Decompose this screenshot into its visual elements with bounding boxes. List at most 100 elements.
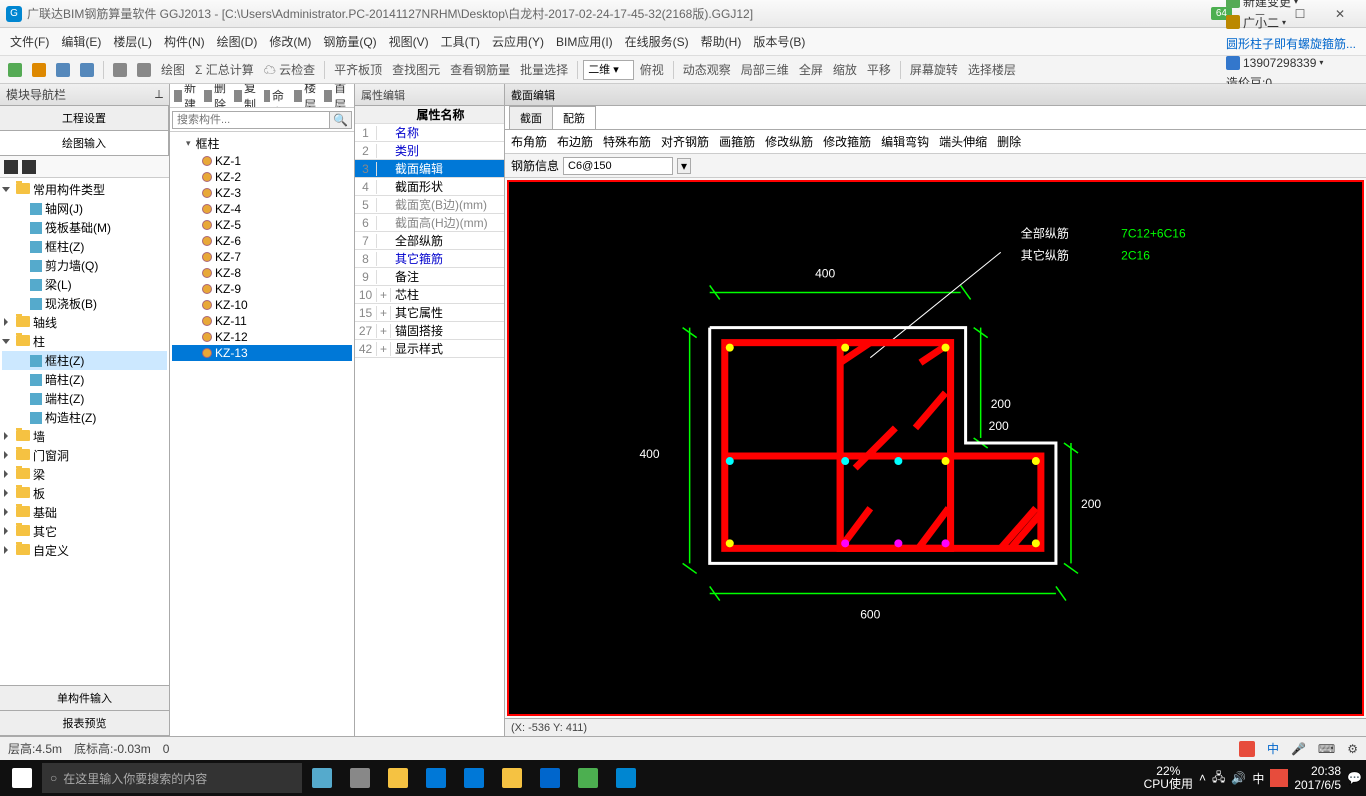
mid-tool[interactable]: 重命名 (264, 84, 290, 108)
canvas-tool[interactable]: 修改箍筋 (823, 133, 871, 150)
tree-node[interactable]: 门窗洞 (2, 446, 167, 465)
prop-row[interactable]: 7全部纵筋 (355, 232, 504, 250)
tab-section[interactable]: 截面 (509, 106, 553, 129)
toolbar-button[interactable]: 查看钢筋量 (446, 58, 514, 81)
mid-tool[interactable]: 新建 (174, 84, 200, 108)
tree-leaf[interactable]: 暗柱(Z) (2, 370, 167, 389)
task-icon[interactable] (380, 762, 416, 794)
toolbar-button[interactable]: 缩放 (829, 58, 861, 81)
tab-single-component[interactable]: 单构件输入 (0, 686, 169, 711)
comp-item[interactable]: KZ-7 (172, 249, 352, 265)
prop-row[interactable]: 5截面宽(B边)(mm) (355, 196, 504, 214)
tab-project-settings[interactable]: 工程设置 (0, 106, 169, 130)
tree-leaf[interactable]: 框柱(Z) (2, 237, 167, 256)
prop-row[interactable]: 6截面高(H边)(mm) (355, 214, 504, 232)
mid-tool[interactable]: 首层 (324, 84, 350, 108)
menu-item[interactable]: 构件(N) (158, 31, 211, 53)
canvas-tool[interactable]: 编辑弯钩 (881, 133, 929, 150)
comp-item[interactable]: KZ-11 (172, 313, 352, 329)
prop-row[interactable]: 10+芯柱 (355, 286, 504, 304)
task-icon[interactable] (342, 762, 378, 794)
menu-item[interactable]: 云应用(Y) (486, 31, 550, 53)
tree-leaf[interactable]: 梁(L) (2, 275, 167, 294)
toolbar-button[interactable] (28, 60, 50, 80)
comp-item[interactable]: KZ-8 (172, 265, 352, 281)
canvas-tool[interactable]: 修改纵筋 (765, 133, 813, 150)
tool-icon[interactable] (4, 160, 18, 174)
tab-rebar[interactable]: 配筋 (552, 106, 596, 129)
task-icon[interactable] (570, 762, 606, 794)
tree-node[interactable]: 梁 (2, 465, 167, 484)
menu-item[interactable]: 视图(V) (383, 31, 435, 53)
toolbar-button[interactable]: 全屏 (795, 58, 827, 81)
prop-row[interactable]: 15+其它属性 (355, 304, 504, 322)
tree-leaf[interactable]: 剪力墙(Q) (2, 256, 167, 275)
task-icon[interactable] (608, 762, 644, 794)
toolbar-button[interactable]: 绘图 (157, 58, 189, 81)
tab-draw-input[interactable]: 绘图输入 (0, 131, 169, 155)
tree-node[interactable]: 其它 (2, 522, 167, 541)
task-icon[interactable] (532, 762, 568, 794)
mid-tool[interactable]: 删除 (204, 84, 230, 108)
menu-item[interactable]: 钢筋量(Q) (317, 31, 382, 53)
comp-item[interactable]: KZ-2 (172, 169, 352, 185)
task-icon[interactable] (418, 762, 454, 794)
tool-icon[interactable] (22, 160, 36, 174)
kbd-icon[interactable]: ⌨ (1318, 742, 1335, 756)
toolbar-button[interactable]: 屏幕旋转 (906, 58, 962, 81)
prop-row[interactable]: 3截面编辑 (355, 160, 504, 178)
toolbar-button[interactable]: 平移 (863, 58, 895, 81)
menu-item[interactable]: 楼层(L) (107, 31, 158, 53)
tree-leaf[interactable]: 构造柱(Z) (2, 408, 167, 427)
prop-row[interactable]: 9备注 (355, 268, 504, 286)
tree-leaf[interactable]: 框柱(Z) (2, 351, 167, 370)
toolbar-button[interactable]: 局部三维 (737, 58, 793, 81)
toolbar-button[interactable] (4, 60, 26, 80)
tray-net-icon[interactable]: 🖧 (1212, 768, 1225, 789)
toolbar-button[interactable]: ☁ 云检查 (260, 58, 319, 81)
prop-row[interactable]: 1名称 (355, 124, 504, 142)
menu-item[interactable]: 文件(F) (4, 31, 55, 53)
task-icon[interactable] (304, 762, 340, 794)
tree-node[interactable]: 基础 (2, 503, 167, 522)
search-input[interactable] (172, 111, 330, 129)
mid-tool[interactable]: 复制 (234, 84, 260, 108)
comp-item[interactable]: KZ-4 (172, 201, 352, 217)
canvas-tool[interactable]: 端头伸缩 (939, 133, 987, 150)
menu-item[interactable]: 修改(M) (263, 31, 317, 53)
toolbar-button[interactable]: 平齐板顶 (330, 58, 386, 81)
tab-report-preview[interactable]: 报表预览 (0, 711, 169, 736)
menu-item[interactable]: BIM应用(I) (550, 31, 619, 53)
tree-node[interactable]: 墙 (2, 427, 167, 446)
view-select[interactable]: 二维 ▾ (583, 60, 634, 80)
mid-tool[interactable]: 楼层 (294, 84, 320, 108)
comp-item[interactable]: KZ-5 (172, 217, 352, 233)
toolbar-button[interactable] (52, 60, 74, 80)
search-button[interactable]: 🔍 (330, 111, 352, 129)
tray-up-icon[interactable]: ˄ (1199, 771, 1206, 785)
menu-item[interactable]: 工具(T) (435, 31, 486, 53)
menu-item[interactable]: 在线服务(S) (619, 31, 695, 53)
toolbar-button[interactable]: 动态观察 (679, 58, 735, 81)
toolbar-button[interactable]: 俯视 (636, 58, 668, 81)
tree-leaf[interactable]: 现浇板(B) (2, 294, 167, 313)
menu-right-item[interactable]: 新建变更 ▾ (1220, 0, 1362, 12)
rebar-info-input[interactable] (563, 157, 673, 175)
tray-ime-icon[interactable]: 中 (1252, 770, 1264, 787)
comp-item[interactable]: KZ-6 (172, 233, 352, 249)
ime-icon[interactable] (1239, 741, 1255, 757)
tree-node[interactable]: 常用构件类型 (2, 180, 167, 199)
comp-item[interactable]: KZ-9 (172, 281, 352, 297)
toolbar-button[interactable] (109, 60, 131, 80)
menu-item[interactable]: 帮助(H) (695, 31, 748, 53)
sogou-icon[interactable] (1270, 769, 1288, 787)
menu-right-item[interactable]: 13907298339 ▾ (1220, 54, 1362, 72)
toolbar-button[interactable] (76, 60, 98, 80)
menu-right-item[interactable]: 广小二 ▾ (1220, 12, 1362, 33)
notification-icon[interactable]: 💬 (1347, 771, 1362, 785)
pin-icon[interactable]: ⟂ (155, 87, 163, 102)
prop-row[interactable]: 4截面形状 (355, 178, 504, 196)
menu-right-item[interactable]: 圆形柱子即有螺旋箍筋... (1220, 33, 1362, 54)
tree-node[interactable]: 轴线 (2, 313, 167, 332)
gear-icon[interactable]: ⚙ (1347, 742, 1358, 756)
